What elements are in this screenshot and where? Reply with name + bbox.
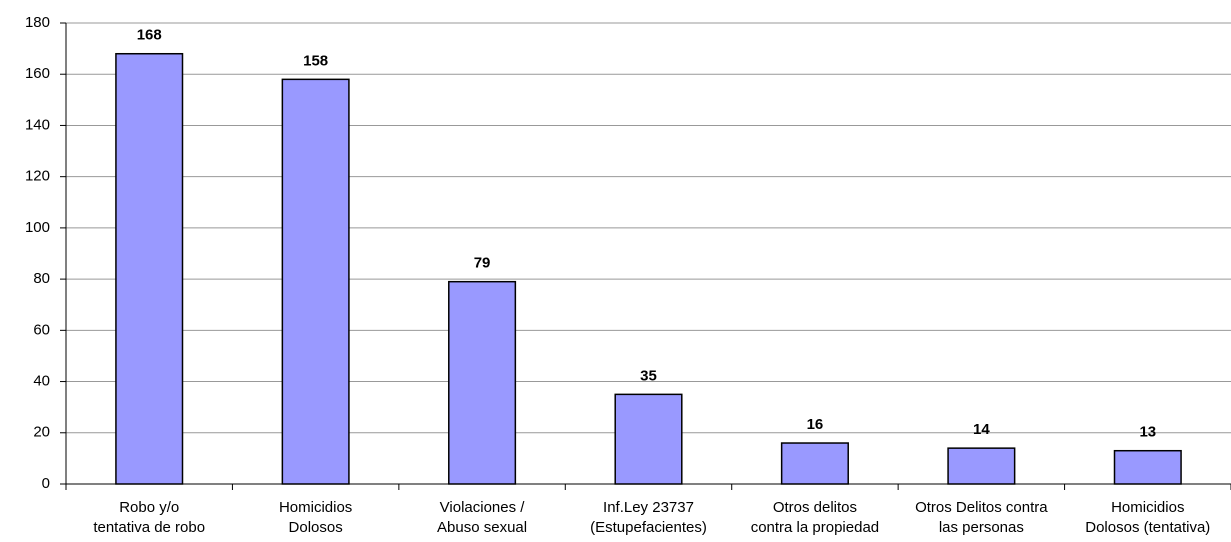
x-tick-label: las personas — [939, 519, 1024, 536]
y-tick-label: 160 — [25, 65, 50, 82]
bar — [448, 280, 517, 485]
x-tick-label: tentativa de robo — [93, 519, 205, 536]
y-tick-label: 40 — [33, 373, 50, 390]
y-tick-label: 120 — [25, 168, 50, 185]
bar — [780, 442, 849, 485]
value-label: 158 — [303, 52, 328, 69]
bar — [614, 393, 683, 485]
x-tick-label: Inf.Ley 23737 — [603, 499, 694, 516]
x-tick-label: Otros Delitos contra — [915, 499, 1048, 516]
value-label: 79 — [474, 255, 491, 272]
bar — [115, 52, 184, 485]
x-tick-label: contra la propiedad — [751, 519, 879, 536]
value-label: 168 — [137, 27, 162, 44]
value-label: 14 — [973, 421, 990, 438]
y-tick-label: 100 — [25, 219, 50, 236]
x-tick-label: Dolosos (tentativa) — [1085, 519, 1210, 536]
y-tick-label: 180 — [25, 14, 50, 31]
x-tick-label: Abuso sexual — [437, 519, 527, 536]
y-tick-label: 140 — [25, 116, 50, 133]
x-tick-label: Dolosos — [289, 519, 343, 536]
x-tick-label: (Estupefacientes) — [590, 519, 707, 536]
value-label: 35 — [640, 367, 657, 384]
bar — [281, 78, 350, 485]
x-tick-label: Violaciones / — [440, 499, 526, 516]
bar — [1113, 449, 1182, 485]
y-tick-label: 80 — [33, 270, 50, 287]
x-tick-label: Otros delitos — [773, 499, 857, 516]
y-tick-label: 20 — [33, 424, 50, 441]
x-tick-label: Homicidios — [279, 499, 352, 516]
y-tick-label: 60 — [33, 321, 50, 338]
x-tick-label: Homicidios — [1111, 499, 1184, 516]
bar — [947, 447, 1016, 485]
y-tick-label: 0 — [42, 475, 50, 492]
value-label: 13 — [1139, 424, 1156, 441]
value-label: 16 — [807, 416, 824, 433]
x-tick-label: Robo y/o — [119, 499, 179, 516]
